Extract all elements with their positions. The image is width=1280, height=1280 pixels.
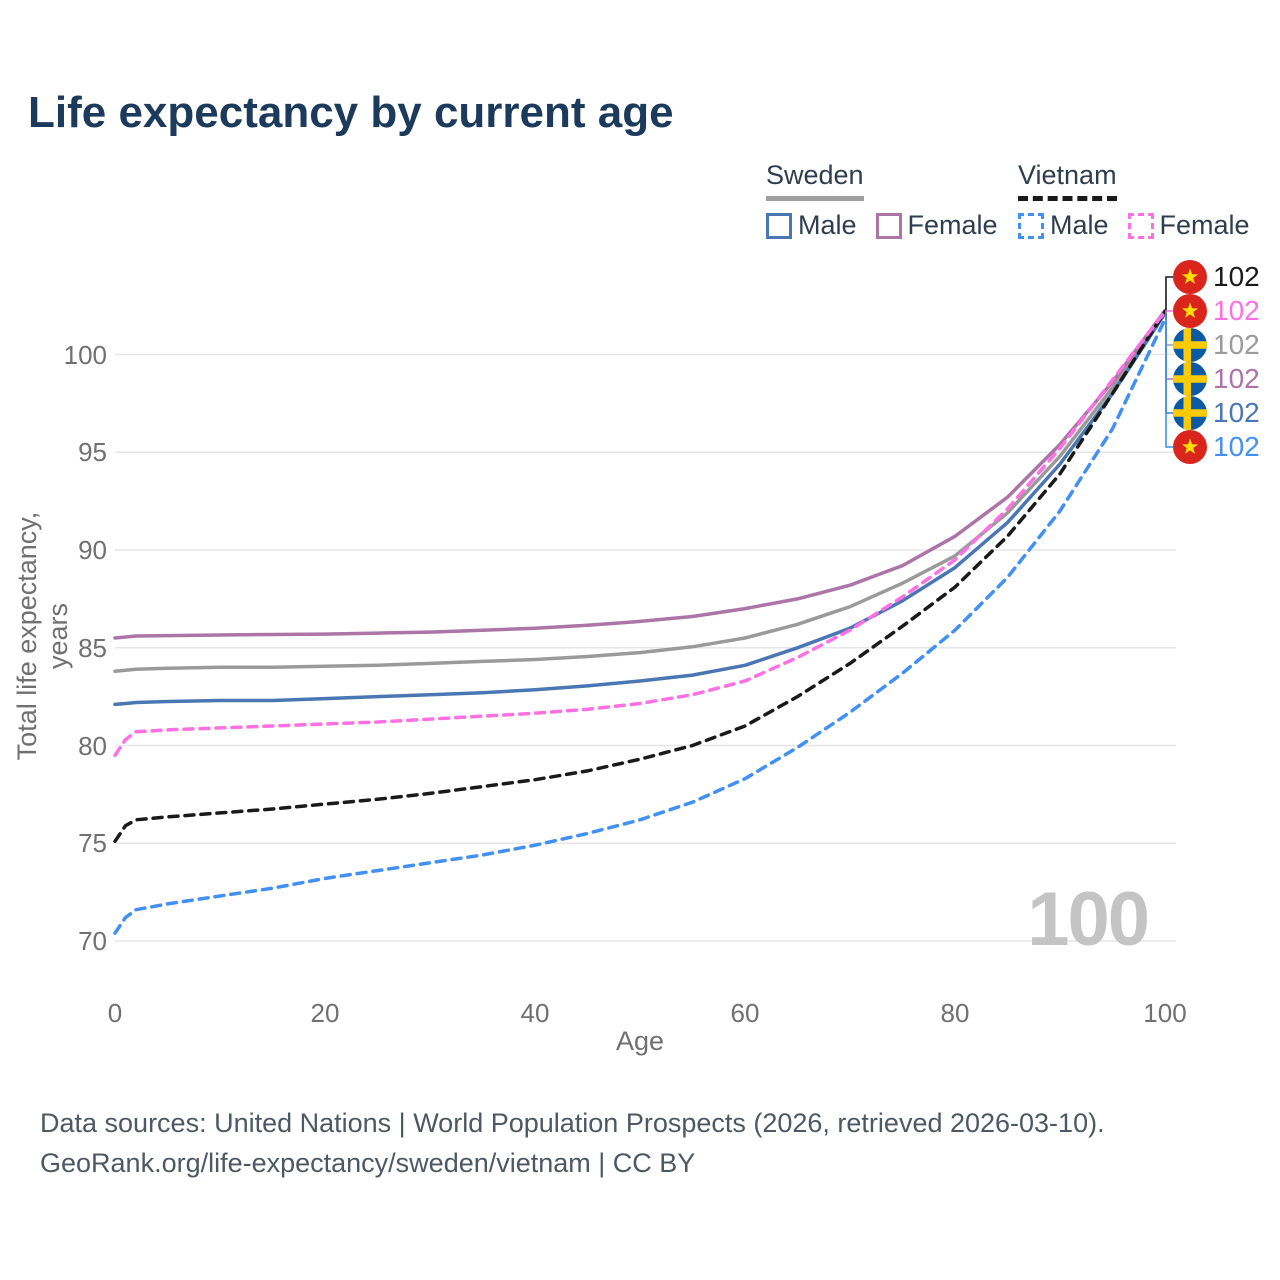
series-line-sweden[interactable] <box>113 309 1167 673</box>
x-axis-title: Age <box>615 1026 665 1056</box>
vietnam-flag-icon <box>1173 260 1207 294</box>
leader-line-vietnam <box>1165 276 1173 312</box>
y-tick-label-75: 75 <box>78 828 107 859</box>
series-line-vietnam-male[interactable] <box>113 317 1167 935</box>
legend-swatch-vietnam-male[interactable] <box>1018 212 1044 239</box>
end-label-sweden-male[interactable]: 102 <box>1173 396 1260 430</box>
legend-label-vietnam-female[interactable]: Female <box>1159 210 1250 240</box>
series-line-vietnam[interactable] <box>113 309 1167 844</box>
legend-swatch-sweden-male[interactable] <box>766 212 792 239</box>
x-tick-label-40: 40 <box>520 998 550 1028</box>
footer-attribution-link[interactable]: GeoRank.org/life-expectancy/sweden/vietn… <box>40 1148 696 1178</box>
series-line-sweden-male[interactable] <box>113 311 1167 707</box>
legend-label-vietnam-male[interactable]: Male <box>1050 210 1109 240</box>
x-tick-label-20: 20 <box>310 998 340 1028</box>
footer-data-sources: Data sources: United Nations | World Pop… <box>40 1108 1105 1138</box>
vietnam-flag-icon <box>1173 294 1207 328</box>
legend-country-sweden[interactable]: Sweden <box>766 160 864 201</box>
leader-line-sweden <box>1165 311 1173 346</box>
end-label-value: 102 <box>1213 261 1260 292</box>
age-watermark: 100 <box>1027 877 1150 962</box>
end-label-sweden[interactable]: 102 <box>1173 328 1260 362</box>
chart-title: Life expectancy by current age <box>28 88 674 137</box>
y-tick-label-70: 70 <box>78 926 107 956</box>
y-tick-label-90: 90 <box>78 535 107 565</box>
legend-swatch-sweden-female[interactable] <box>875 212 902 239</box>
end-label-vietnam-male[interactable]: 102 <box>1173 430 1260 464</box>
end-label-value: 102 <box>1213 329 1260 360</box>
x-tick-label-80: 80 <box>940 998 970 1028</box>
leader-line-vietnam-female <box>1165 310 1173 312</box>
y-tick-label-95: 95 <box>78 437 107 468</box>
sweden-flag-icon <box>1173 362 1207 396</box>
end-label-vietnam[interactable]: 102 <box>1173 260 1260 294</box>
x-tick-label-0: 0 <box>107 998 123 1028</box>
legend-group-sweden: Sweden Male Female <box>766 160 1017 241</box>
series-line-vietnam-female[interactable] <box>113 309 1167 758</box>
x-tick-label-100: 100 <box>1143 998 1187 1028</box>
leader-line-sweden-male <box>1165 313 1173 414</box>
leader-line-vietnam-male <box>1165 319 1173 448</box>
sweden-flag-icon <box>1173 328 1207 362</box>
series-line-sweden-female[interactable] <box>113 308 1167 640</box>
legend-country-vietnam[interactable]: Vietnam <box>1018 160 1117 201</box>
end-label-sweden-female[interactable]: 102 <box>1173 362 1260 396</box>
legend-label-sweden-female[interactable]: Female <box>907 210 998 240</box>
end-label-vietnam-female[interactable]: 102 <box>1173 294 1260 328</box>
end-label-value: 102 <box>1213 397 1260 428</box>
y-tick-label-100: 100 <box>63 339 107 370</box>
end-label-value: 102 <box>1213 431 1260 462</box>
x-tick-label-60: 60 <box>730 998 760 1028</box>
y-tick-label-80: 80 <box>78 730 107 761</box>
end-label-value: 102 <box>1213 295 1260 326</box>
legend-group-vietnam: Vietnam Male Female <box>1018 160 1269 241</box>
y-tick-label-85: 85 <box>78 632 107 663</box>
end-label-value: 102 <box>1213 363 1260 394</box>
legend-label-sweden-male[interactable]: Male <box>798 210 857 240</box>
legend-swatch-vietnam-female[interactable] <box>1127 212 1154 239</box>
vietnam-flag-icon <box>1173 430 1207 464</box>
sweden-flag-icon <box>1173 396 1207 430</box>
